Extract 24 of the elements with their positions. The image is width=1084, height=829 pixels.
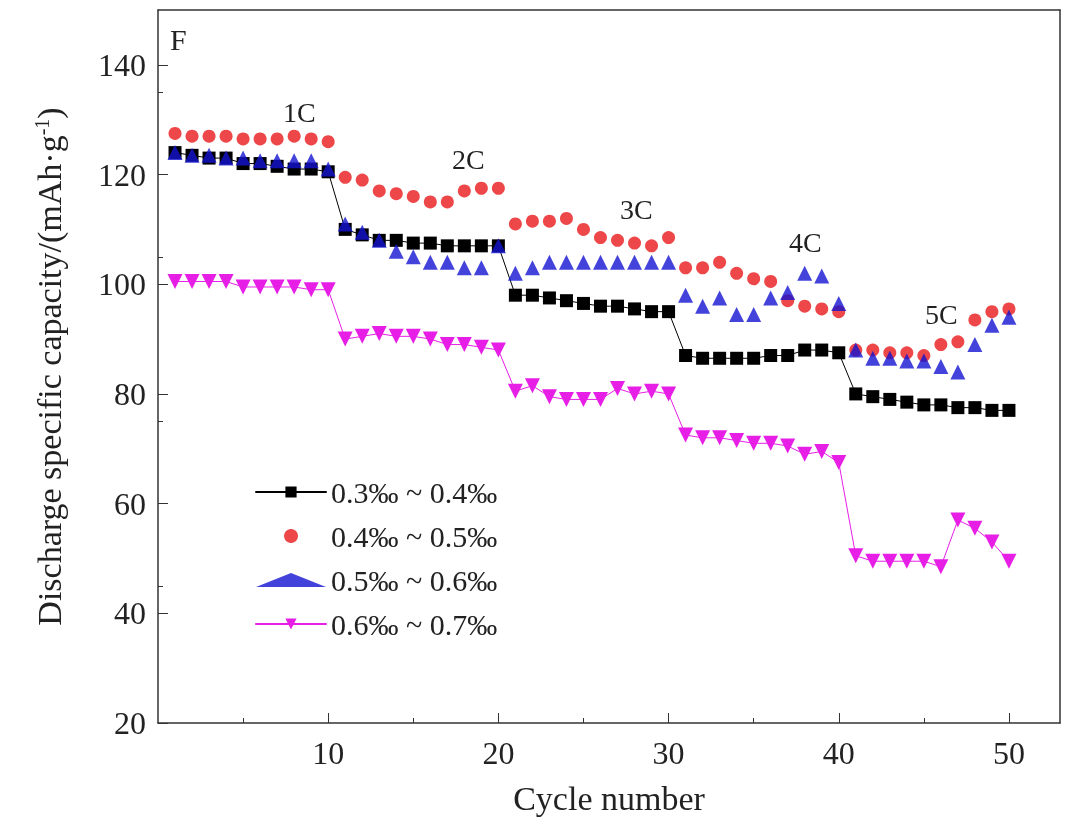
x-tick-label: 20 — [482, 735, 515, 771]
legend-label: 0.4‰ ~ 0.5‰ — [331, 519, 498, 553]
y-tick-label: 120 — [98, 156, 146, 193]
legend-label: 0.3‰ ~ 0.4‰ — [331, 475, 498, 509]
annotation: 2C — [452, 143, 485, 175]
y-tick-label: 40 — [114, 595, 146, 632]
annotation: 1C — [283, 96, 316, 128]
annotation: 4C — [789, 226, 822, 258]
annotation: 3C — [620, 193, 653, 225]
x-tick-label: 50 — [992, 735, 1025, 771]
legend-label: 0.6‰ ~ 0.7‰ — [331, 607, 498, 641]
y-tick-label: 20 — [114, 705, 146, 741]
x-tick-label: 30 — [652, 735, 685, 771]
y-tick-label: 60 — [114, 485, 146, 522]
y-tick-label: 140 — [98, 46, 146, 83]
annotation: F — [170, 22, 187, 56]
y-tick-label: 100 — [98, 266, 146, 303]
x-tick-label: 40 — [822, 735, 855, 771]
y-axis-title: Discharge specific capacity/(mAh·g-1) — [30, 107, 69, 626]
legend-label: 0.5‰ ~ 0.6‰ — [331, 563, 498, 597]
annotation: 5C — [925, 298, 958, 330]
x-axis-title: Cycle number — [513, 779, 706, 817]
y-tick-label: 80 — [114, 375, 146, 412]
x-tick-label: 10 — [312, 735, 345, 771]
